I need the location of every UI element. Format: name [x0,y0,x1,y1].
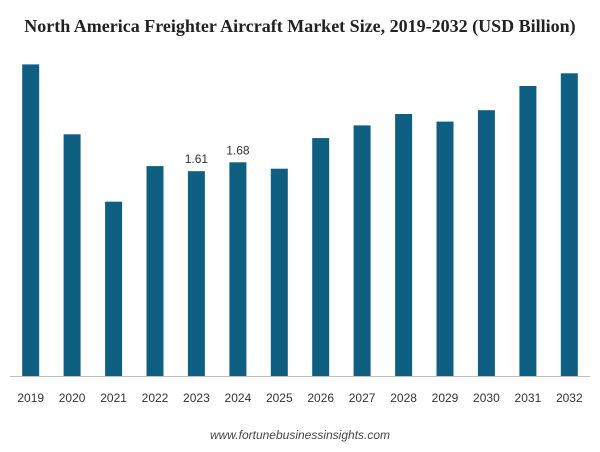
bar-2027 [353,125,371,377]
source-credit: www.fortunebusinessinsights.com [209,428,391,442]
bar-2024 [229,162,247,376]
data-labels: 1.61 1.68 [185,143,250,166]
x-tick-2023: 2023 [183,391,210,405]
bars-group [22,64,578,377]
bar-2025 [270,168,288,376]
x-tick-2024: 2024 [225,391,252,405]
bar-2022 [146,166,164,376]
x-tick-2026: 2026 [307,391,334,405]
data-label-2023: 1.61 [185,152,209,166]
bar-2026 [312,138,330,376]
x-tick-2020: 2020 [59,391,86,405]
bar-2020 [63,134,81,376]
x-tick-2030: 2030 [473,391,500,405]
chart-title: North America Freighter Aircraft Market … [24,16,576,36]
x-tick-2025: 2025 [266,391,293,405]
bar-2032 [560,73,578,377]
bar-2029 [436,121,454,376]
x-tick-2021: 2021 [100,391,127,405]
bar-2028 [395,114,413,376]
bar-2023 [187,171,205,376]
x-tick-2027: 2027 [349,391,376,405]
bar-2030 [477,110,495,376]
x-tick-labels: 2019 2020 2021 2022 2023 2024 2025 2026 2027 2028… [17,391,583,405]
bar-2019 [22,64,40,377]
x-tick-2019: 2019 [17,391,44,405]
data-label-2024: 1.68 [226,143,250,157]
x-tick-2022: 2022 [142,391,169,405]
x-tick-2028: 2028 [390,391,417,405]
bar-2031 [519,86,537,376]
x-tick-2032: 2032 [556,391,583,405]
x-tick-2029: 2029 [432,391,459,405]
x-tick-2031: 2031 [515,391,542,405]
bar-2021 [105,201,123,376]
